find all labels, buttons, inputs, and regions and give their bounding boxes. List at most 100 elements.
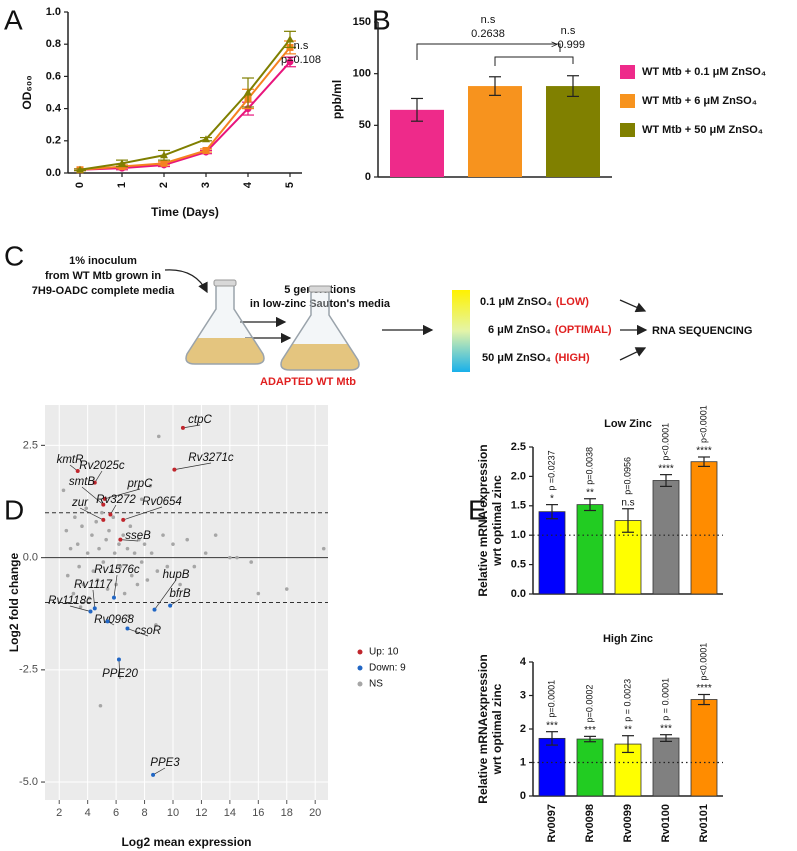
point xyxy=(116,657,121,662)
p-value: p =0.0237 xyxy=(546,450,556,490)
bar xyxy=(538,511,566,595)
point-label: Rv2025c xyxy=(79,460,125,472)
significance: n.s xyxy=(621,497,634,508)
flask-liquid xyxy=(186,338,264,364)
y-tick-label: 0.0 xyxy=(23,552,38,564)
y-tick-label: 50 xyxy=(359,119,371,131)
p-value: p<0.0001 xyxy=(698,405,708,443)
point xyxy=(121,533,126,537)
point xyxy=(111,595,116,600)
y-axis-label: wrt optimal zinc xyxy=(490,475,504,567)
point-label: Rv3272 xyxy=(96,494,136,506)
y-tick-label: 150 xyxy=(353,16,371,28)
point xyxy=(91,569,96,573)
leader-line xyxy=(104,488,141,500)
condition: 6 μM ZnSO₄ (OPTIMAL) xyxy=(488,324,612,336)
panel-letter: B xyxy=(372,4,391,35)
chart-title: High Zinc xyxy=(603,633,653,645)
leader-line xyxy=(113,574,118,598)
x-tick-label: 2 xyxy=(158,182,170,188)
flask-liquid xyxy=(281,344,359,370)
point xyxy=(128,524,133,528)
y-tick-label: 1.0 xyxy=(511,529,526,541)
condition-dose: 50 μM ZnSO₄ xyxy=(482,352,551,364)
p-value: p=0.0002 xyxy=(584,685,594,723)
x-tick-label: 12 xyxy=(195,807,207,819)
point xyxy=(75,542,80,546)
point xyxy=(94,519,98,524)
x-tick-label: Rv0098 xyxy=(584,804,596,843)
x-tick-label: 8 xyxy=(141,807,147,819)
series-line xyxy=(79,46,291,171)
legend-swatch xyxy=(620,94,635,108)
leader-line xyxy=(79,507,104,521)
condition-level: (OPTIMAL) xyxy=(555,324,612,336)
point xyxy=(92,480,97,485)
point xyxy=(75,468,80,473)
point xyxy=(121,517,126,522)
point xyxy=(122,591,127,596)
bar xyxy=(690,699,718,797)
flask-cap xyxy=(308,285,332,293)
x-tick-label: Rv0097 xyxy=(546,804,558,843)
zinc-gradient xyxy=(452,290,470,372)
point xyxy=(145,578,150,582)
point-label: Rv3271c xyxy=(188,452,234,464)
leader-line xyxy=(123,506,163,521)
bar xyxy=(576,738,604,797)
point xyxy=(155,569,160,573)
significance: * xyxy=(550,493,554,504)
point xyxy=(152,607,157,612)
y-tick-label: 0.5 xyxy=(511,559,526,571)
point xyxy=(101,502,106,507)
x-tick-label: 5 xyxy=(284,182,296,188)
point xyxy=(101,517,106,522)
flask-cap xyxy=(213,279,237,287)
condition: 50 μM ZnSO₄ (HIGH) xyxy=(482,352,590,364)
y-tick-label: 0.0 xyxy=(46,167,61,179)
x-tick-label: 18 xyxy=(281,807,293,819)
error-bar xyxy=(660,734,672,742)
point xyxy=(80,524,84,528)
legend-label: WT Mtb + 50 μM ZnSO₄ xyxy=(642,124,763,136)
x-tick-label: Rv0100 xyxy=(660,804,672,843)
bar xyxy=(576,504,604,595)
point xyxy=(90,533,94,537)
annotation: n.s xyxy=(481,14,496,26)
bracket xyxy=(494,56,574,66)
point xyxy=(61,488,66,493)
significance: *** xyxy=(584,725,596,736)
leader-line xyxy=(92,589,96,609)
point xyxy=(213,533,218,537)
point xyxy=(178,582,182,587)
error-bar xyxy=(622,508,634,533)
point-label: Rv0968 xyxy=(94,614,134,626)
x-tick-label: 1 xyxy=(116,182,128,188)
marker xyxy=(286,35,294,43)
bar xyxy=(652,480,680,595)
bar xyxy=(538,737,566,797)
point xyxy=(107,528,111,533)
error-bar xyxy=(567,75,579,98)
y-tick-label: 1.5 xyxy=(511,500,526,512)
marker xyxy=(76,165,84,173)
marker xyxy=(244,88,252,96)
x-axis-label: Log2 mean expression xyxy=(121,835,251,849)
point xyxy=(139,497,144,502)
point xyxy=(203,551,208,555)
point xyxy=(92,606,97,611)
error-bar xyxy=(698,456,710,468)
leader-line xyxy=(81,486,104,505)
significance: *** xyxy=(546,720,558,731)
x-tick-label: 3 xyxy=(200,182,212,188)
condition: 0.1 μM ZnSO₄ (LOW) xyxy=(480,296,589,308)
significance: *** xyxy=(660,723,672,734)
y-tick-label: 1.0 xyxy=(46,6,61,18)
point xyxy=(101,560,106,564)
y-tick-label: 4 xyxy=(520,656,527,668)
point-label: kmtR xyxy=(57,454,84,466)
inoculum-text: 1% inoculum xyxy=(69,255,137,267)
leader-line xyxy=(69,605,91,612)
point-label: csoR xyxy=(135,625,161,637)
y-axis-label: Relative mRNA expression xyxy=(476,444,490,596)
